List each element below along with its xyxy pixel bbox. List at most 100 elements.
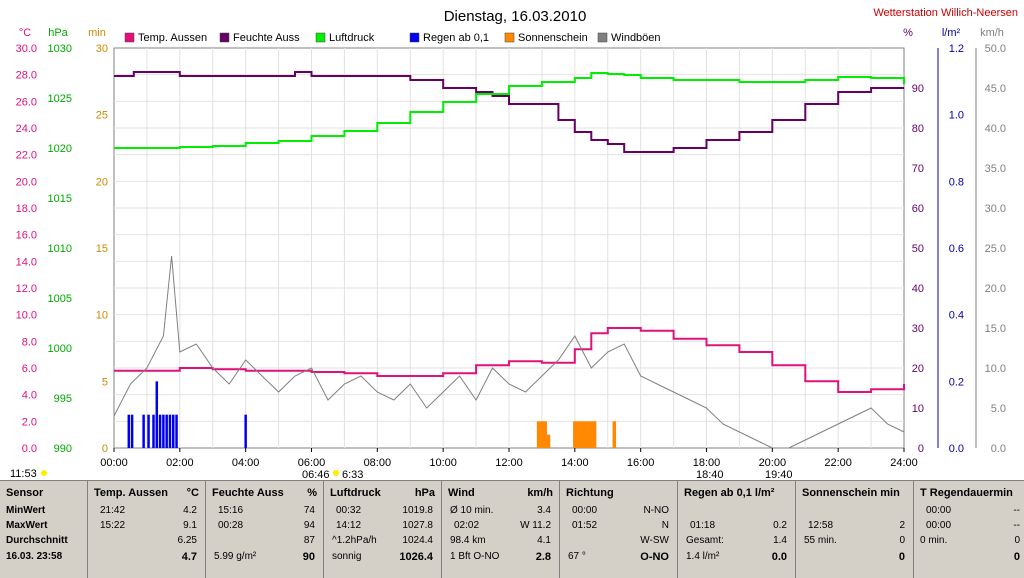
time-tick: 18:00: [693, 457, 721, 469]
pressure-max-time: 14:12: [336, 520, 362, 531]
axis-ticks: 0.0 2.0 4.0 6.0 8.0 10.0 12.0 14.0 16.0 18.0 20.0 2…: [16, 43, 1006, 455]
sunshine-tick: 20: [96, 176, 108, 188]
station-name: Wetterstation Willich-Neersen: [873, 7, 1018, 19]
rain-current-value: 0.0: [771, 551, 787, 563]
rain-bar: [168, 414, 172, 448]
wind-avg-value: 4.1: [537, 535, 551, 546]
time-tick: 00:00: [100, 457, 128, 469]
stats-pressure-unit: hPa: [414, 487, 435, 499]
humidity-tick: 0: [918, 443, 924, 455]
direction-min-time: 00:00: [572, 505, 598, 516]
stats-direction-col: Richtung 00:00 N-NO 01:52 N W-SW 67 ° O-NO: [560, 481, 678, 578]
wind-max-time: 02:02: [454, 520, 480, 531]
row-label-avg: Durchschnitt: [6, 535, 68, 546]
wind-tick: 45.0: [985, 83, 1006, 95]
temp-tick: 6.0: [22, 363, 37, 375]
raindur-max-value: --: [1013, 520, 1020, 531]
time-tick: 20:00: [759, 457, 787, 469]
stats-humidity-col: Feuchte Auss% 15:16 74 00:28 94 87 5.99 g/…: [206, 481, 324, 578]
rain-tick: 1.0: [949, 110, 964, 122]
wind-tick: 15.0: [985, 323, 1006, 335]
series-line-temp: [114, 327, 905, 393]
rain-bar: [158, 414, 162, 448]
rain-tick: 0.8: [949, 176, 964, 188]
stats-humidity-unit: %: [307, 487, 317, 499]
sunshine-bar: [543, 421, 547, 448]
temp-min-value: 4.2: [183, 505, 197, 516]
pressure-tick: 1015: [48, 193, 72, 205]
humidity-tick: 70: [912, 163, 924, 175]
time-ticks: 00:00 02:00 04:00 06:00 08:00 10:00 12:00 14:00…: [100, 448, 918, 469]
sunshine-bar: [540, 421, 544, 448]
sun-max-time: 12:58: [808, 520, 834, 531]
sunshine-bar: [546, 434, 551, 448]
temp-tick: 20.0: [16, 176, 37, 188]
time-tick: 12:00: [495, 457, 523, 469]
sunshine-bar: [589, 421, 594, 448]
pressure-tick: 1005: [48, 293, 72, 305]
moonrise-time: 11:53: [10, 468, 37, 480]
raindur-total: 0 min.: [920, 535, 948, 546]
rain-tick: 1.2: [949, 43, 964, 55]
weather-chart: Dienstag, 16.03.2010 Wetterstation Willi…: [10, 7, 1018, 480]
temp-tick: 16.0: [16, 230, 37, 242]
pressure-min-value: 1019.8: [402, 505, 433, 516]
humidity-tick: 60: [912, 203, 924, 215]
legend-swatch: [409, 32, 420, 43]
sun-icon: [333, 470, 339, 476]
sunset-time: 18:40: [696, 469, 724, 480]
sunshine-bar: [582, 421, 587, 448]
wind-tick: 10.0: [985, 363, 1006, 375]
raindur-avg-value: 0: [1014, 535, 1020, 546]
stats-rain-header: Regen ab 0,1 l/m²: [684, 487, 775, 499]
direction-min-value: N-NO: [643, 505, 669, 516]
stats-temp-unit: °C: [186, 487, 199, 499]
raindur-min-value: --: [1013, 505, 1020, 516]
series-layer: [113, 71, 905, 449]
sun-max-value: 2: [899, 520, 905, 531]
temp-min-time: 21:42: [100, 505, 126, 516]
rain-bar: [165, 414, 168, 448]
direction-max-time: 01:52: [572, 520, 598, 531]
sunshine-bar: [592, 421, 597, 448]
direction-current-value: O-NO: [640, 551, 669, 563]
direction-degrees: 67 °: [568, 551, 586, 562]
chart-title: Dienstag, 16.03.2010: [444, 8, 587, 25]
statistics-panel: Sensor MinWert MaxWert Durchschnitt 16.0…: [0, 480, 1024, 578]
legend-label: Regen ab 0,1: [423, 32, 489, 44]
humidity-avg-value: 87: [303, 535, 315, 546]
temp-tick: 0.0: [22, 443, 37, 455]
pressure-tick: 995: [54, 393, 72, 405]
temp-tick: 26.0: [16, 96, 37, 108]
humidity-tick: 90: [912, 83, 924, 95]
pressure-tick: 1020: [48, 143, 72, 155]
sunshine-bar: [612, 421, 617, 448]
stats-pressure-header: Luftdruck: [330, 487, 381, 499]
civil-dawn-time: 6:33: [342, 469, 363, 480]
legend-label: Luftdruck: [329, 32, 375, 44]
raindur-current-value: 0: [1013, 551, 1020, 563]
legend: Temp. Aussen Feuchte Auss Luftdruck Regen a…: [124, 32, 661, 44]
time-tick: 02:00: [166, 457, 194, 469]
rain-tick: 0.2: [949, 376, 964, 388]
wind-run: 98.4 km: [450, 535, 486, 546]
legend-swatch: [597, 32, 608, 43]
pressure-tick: 1000: [48, 343, 72, 355]
time-tick: 10:00: [429, 457, 457, 469]
rain-bar: [162, 414, 165, 448]
humidity-current-value: 90: [302, 551, 315, 563]
rain-total-value: 1.4: [773, 535, 787, 546]
stats-temp-col: Temp. Aussen °C 21:42 4.2 15:22 9.1 6.25 4.…: [88, 481, 206, 578]
rain-bar: [147, 414, 150, 448]
rain-total-text: 1.4 l/m²: [686, 551, 720, 562]
pressure-tick: 1025: [48, 93, 72, 105]
row-label-current: 16.03. 23:58: [6, 551, 63, 562]
stats-raindur-col: T Regendauermin 00:00 -- 00:00 -- 0 min. 0 …: [914, 481, 1024, 578]
time-tick: 24:00: [890, 457, 918, 469]
legend-swatch: [124, 32, 135, 43]
time-tick: 14:00: [561, 457, 589, 469]
humidity-min-value: 74: [303, 505, 315, 516]
moon-icon: [41, 470, 47, 476]
stats-direction-header: Richtung: [566, 487, 614, 499]
wind-avg-label: Ø 10 min.: [450, 505, 494, 516]
